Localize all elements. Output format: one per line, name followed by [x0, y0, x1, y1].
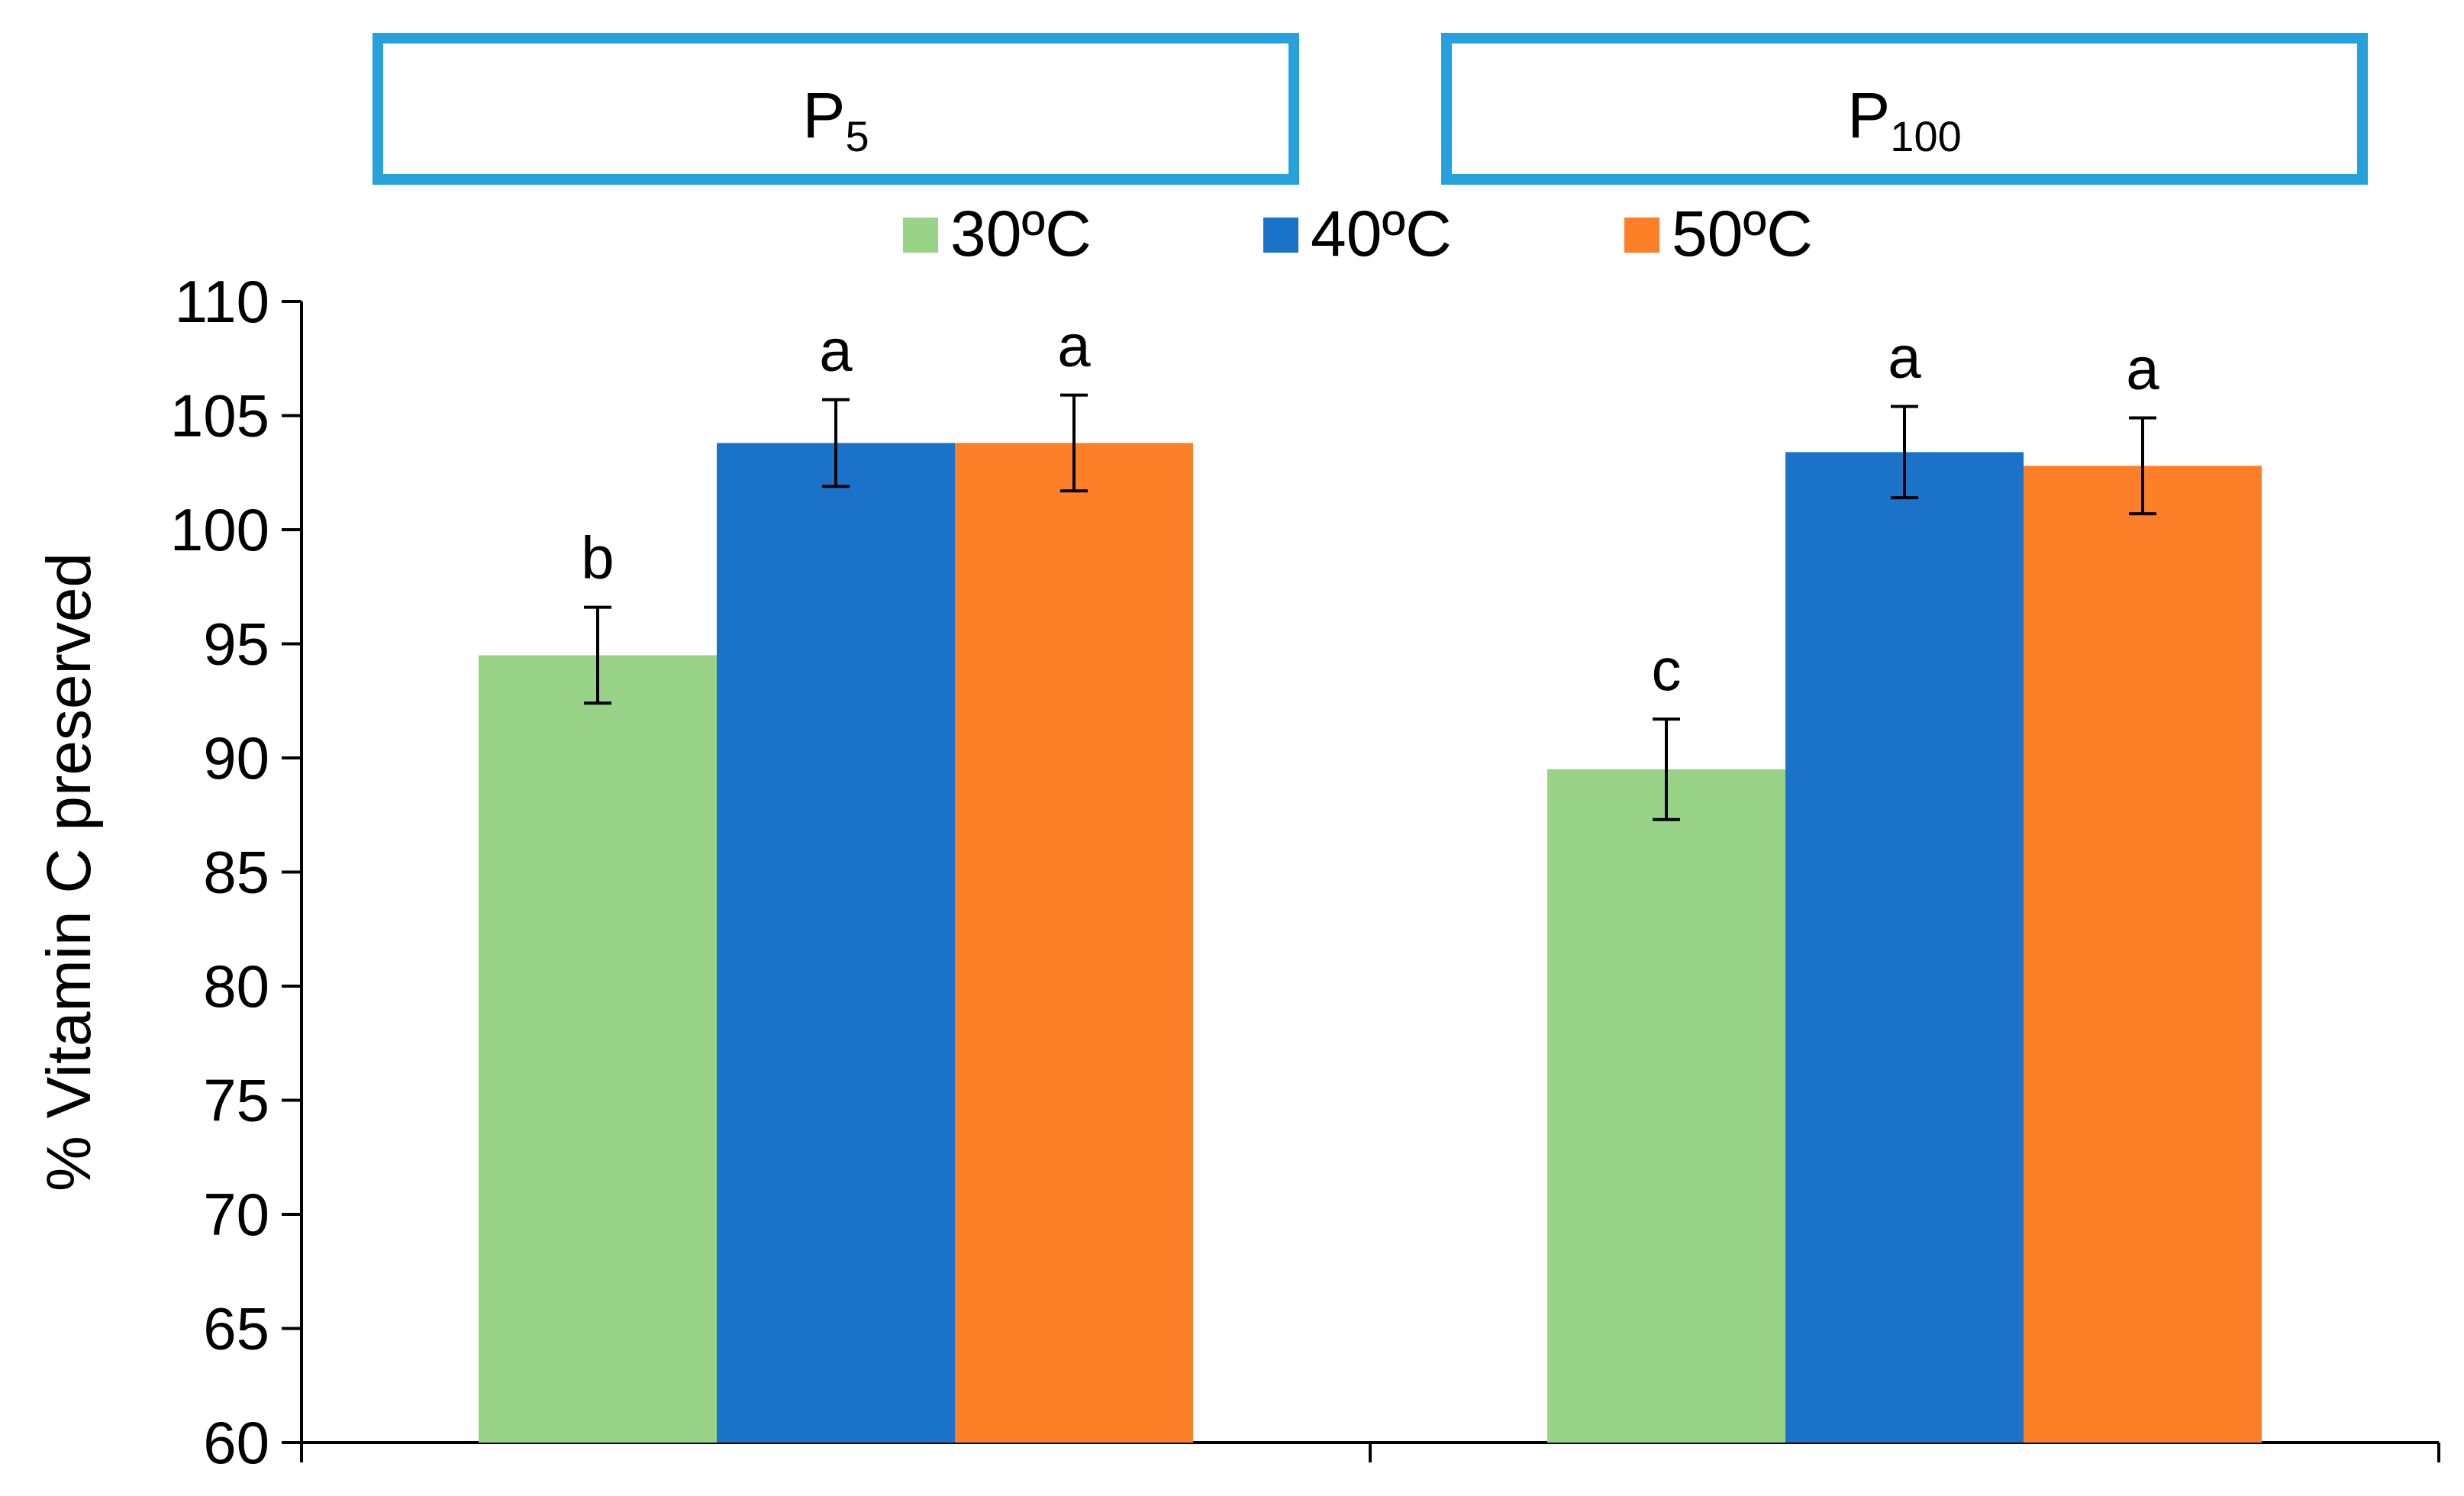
significance-label: a: [1057, 312, 1091, 379]
legend-swatch: [1624, 218, 1659, 253]
bar: [479, 655, 717, 1443]
significance-label: b: [581, 524, 614, 592]
legend-swatch: [903, 218, 938, 253]
significance-label: a: [1888, 324, 1921, 391]
category-label-subscript: 5: [845, 112, 869, 160]
y-tick-label: 105: [170, 382, 269, 450]
legend-swatch: [1263, 218, 1298, 253]
y-tick-label: 95: [203, 611, 269, 678]
y-tick-label: 60: [203, 1409, 269, 1476]
bar: [2024, 466, 2262, 1443]
y-tick-label: 90: [203, 724, 269, 792]
category-label: P100: [1847, 79, 1961, 160]
legend-label: 30ºC: [950, 198, 1092, 269]
significance-label: a: [2126, 334, 2159, 401]
y-tick-label: 80: [203, 953, 269, 1020]
legend-label: 50ºC: [1672, 198, 1813, 269]
category-label-main: P: [1847, 79, 1890, 151]
y-tick-label: 65: [203, 1295, 269, 1362]
legend-label: 40ºC: [1311, 198, 1452, 269]
y-tick-label: 110: [175, 268, 269, 335]
bar: [1785, 452, 2024, 1443]
y-tick-label: 75: [203, 1067, 269, 1134]
category-label-main: P: [802, 79, 845, 151]
bar: [1547, 769, 1785, 1443]
y-tick-label: 70: [203, 1181, 269, 1248]
significance-label: a: [819, 317, 853, 384]
bar: [717, 443, 955, 1443]
category-box: [373, 33, 1299, 185]
y-axis-label: % Vitamin C preserved: [34, 553, 104, 1191]
significance-label: c: [1652, 636, 1682, 703]
category-box: [1441, 33, 2368, 185]
bar: [955, 443, 1193, 1443]
y-tick-label: 100: [170, 496, 269, 563]
category-label-subscript: 100: [1890, 112, 1961, 160]
y-tick-label: 85: [203, 839, 269, 906]
category-label: P5: [802, 79, 869, 160]
